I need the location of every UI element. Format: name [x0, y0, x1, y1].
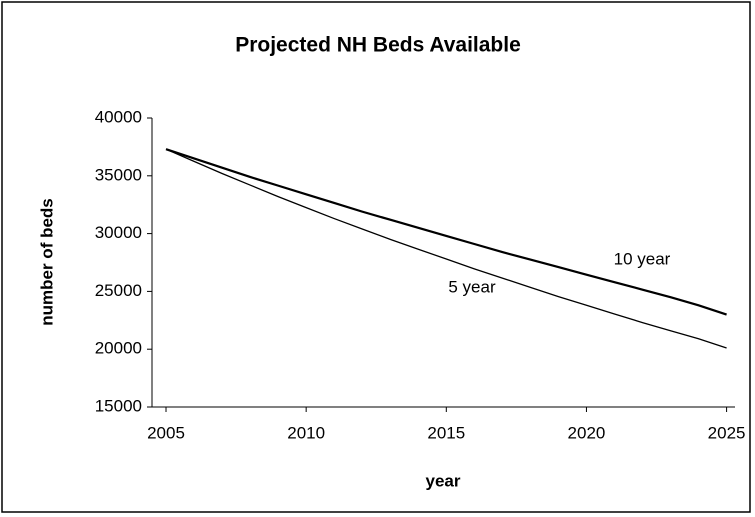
y-tick-label: 35000: [95, 165, 142, 184]
x-tick-label: 2005: [147, 423, 185, 442]
chart-title: Projected NH Beds Available: [235, 34, 521, 57]
x-tick-label: 2015: [427, 423, 465, 442]
line-series: [165, 148, 727, 316]
series-annotation: 10 year: [614, 249, 671, 268]
y-tick-label: 20000: [95, 339, 142, 358]
x-tick-label: 2025: [708, 423, 746, 442]
x-tick-label: 2010: [287, 423, 325, 442]
y-axis-label: number of beds: [37, 198, 56, 326]
line-series: [165, 148, 727, 349]
y-tick-label: 25000: [95, 281, 142, 300]
x-tick-label: 2020: [568, 423, 606, 442]
y-tick-label: 30000: [95, 223, 142, 242]
y-tick-label: 15000: [95, 396, 142, 415]
series-annotation: 5 year: [448, 277, 496, 296]
y-tick-label: 40000: [95, 107, 142, 126]
x-axis-label: year: [426, 471, 461, 490]
